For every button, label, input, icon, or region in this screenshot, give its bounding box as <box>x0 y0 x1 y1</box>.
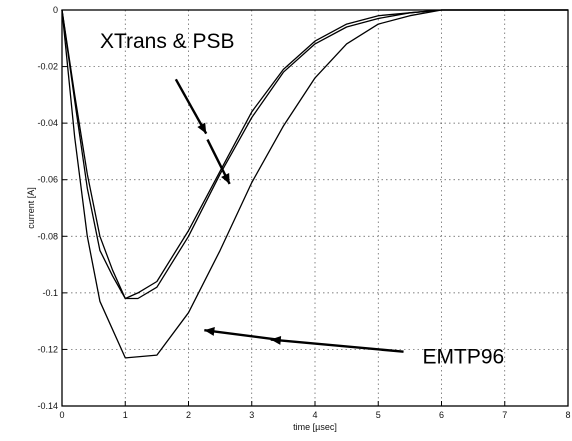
x-tick-label: 6 <box>439 410 444 420</box>
series-line-2 <box>61 9 568 300</box>
y-tick-label: -0.1 <box>42 288 58 298</box>
annotations: XTrans & PSB EMTP96 <box>100 30 504 368</box>
x-tick-label: 4 <box>312 410 317 420</box>
xtrans-arrow-a <box>174 78 208 135</box>
x-tick-label: 7 <box>502 410 507 420</box>
xtrans-arrow-a-head <box>197 122 207 134</box>
annotation-1: XTrans & PSB <box>100 30 235 53</box>
grid <box>62 10 568 406</box>
y-tick-label: -0.14 <box>37 401 58 411</box>
y-tick-label: 0 <box>53 5 58 15</box>
xtrans-arrow-b-head <box>221 172 230 184</box>
y-tick-label: -0.12 <box>37 344 58 354</box>
plot-frame <box>61 9 569 407</box>
x-axis-label: time [µsec] <box>293 422 337 432</box>
series-lines <box>61 9 568 359</box>
x-tick-label: 3 <box>249 410 254 420</box>
x-tick-label: 5 <box>376 410 381 420</box>
y-tick-label: -0.06 <box>37 175 58 185</box>
emtp-arrow-b-head <box>204 327 215 336</box>
y-tick-label: -0.08 <box>37 231 58 241</box>
tick-labels: 0 1 2 3 4 5 6 7 8 0 -0.02 -0.04 -0.06 -0.08 -0.1 -0.12 -… <box>37 5 570 420</box>
y-tick-label: -0.02 <box>37 62 58 72</box>
x-tick-label: 1 <box>123 410 128 420</box>
y-tick-label: -0.04 <box>37 118 58 128</box>
x-tick-label: 8 <box>565 410 570 420</box>
emtp-arrow-a <box>270 338 404 353</box>
x-tick-label: 0 <box>59 410 64 420</box>
y-axis-label: current [A] <box>26 187 36 229</box>
series-line-3 <box>61 9 568 359</box>
x-tick-label: 2 <box>186 410 191 420</box>
emtp-arrow-b <box>204 329 278 341</box>
annotation-2: EMTP96 <box>423 346 505 369</box>
